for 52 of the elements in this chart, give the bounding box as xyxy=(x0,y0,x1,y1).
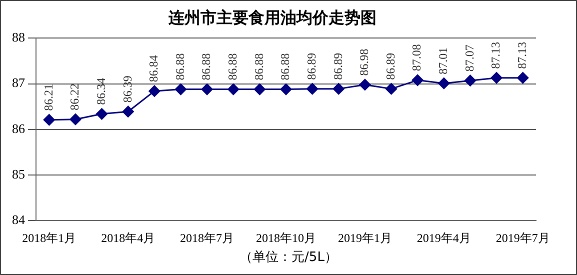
data-label: 86.98 xyxy=(357,48,372,76)
point xyxy=(122,106,134,118)
x-tick-label: 2019年7月 xyxy=(496,230,550,245)
chart-title: 连州市主要食用油均价走势图 xyxy=(168,8,376,27)
data-label: 86.88 xyxy=(278,53,292,80)
point xyxy=(490,72,502,84)
point xyxy=(332,83,344,95)
data-label: 86.88 xyxy=(252,53,266,80)
point xyxy=(359,78,371,90)
data-label: 86.34 xyxy=(94,78,108,105)
text: （单位：元/5L） xyxy=(238,249,338,266)
point xyxy=(438,78,450,90)
data-label: 86.39 xyxy=(120,76,134,103)
y-tick-label: 84 xyxy=(12,212,26,228)
data-label: 87.13 xyxy=(515,42,529,69)
x-tick-label: 2018年1月 xyxy=(22,230,76,245)
point xyxy=(174,84,186,96)
x-tick-label: 2019年1月 xyxy=(338,230,392,245)
y-tick-label: 88 xyxy=(12,30,25,45)
data-label: 86.88 xyxy=(226,53,240,80)
point xyxy=(201,84,213,96)
data-label: 86.22 xyxy=(68,83,82,110)
x-tick-label: 2019年4月 xyxy=(416,230,471,245)
point xyxy=(148,85,160,97)
point xyxy=(254,84,266,96)
point xyxy=(386,83,398,95)
point xyxy=(228,84,240,96)
data-label: 86.89 xyxy=(304,52,318,80)
data-label: 87.08 xyxy=(410,44,424,72)
y-tick-label: 87 xyxy=(12,75,26,90)
data-label: 86.89 xyxy=(383,52,398,80)
point xyxy=(517,72,529,84)
x-tick-label: 2018年4月 xyxy=(101,230,156,245)
point xyxy=(464,74,476,86)
data-label: 87.13 xyxy=(488,42,503,69)
point xyxy=(96,108,108,120)
data-label: 86.21 xyxy=(41,84,56,111)
x-tick-label: 2018年10月 xyxy=(256,230,316,245)
data-label: 86.84 xyxy=(146,55,161,82)
data-label: 87.07 xyxy=(462,44,476,72)
point xyxy=(43,114,55,126)
data-label: 86.88 xyxy=(199,53,214,80)
point xyxy=(70,114,82,126)
data-label: 86.88 xyxy=(172,53,187,80)
x-tick-label: 2018年7月 xyxy=(180,230,234,245)
data-label: 86.89 xyxy=(330,52,345,80)
point xyxy=(280,84,292,96)
data-label: 87.01 xyxy=(436,47,450,74)
y-tick-label: 86 xyxy=(12,120,26,136)
point xyxy=(306,83,318,95)
y-tick-label: 85 xyxy=(12,166,25,182)
point xyxy=(412,74,424,86)
